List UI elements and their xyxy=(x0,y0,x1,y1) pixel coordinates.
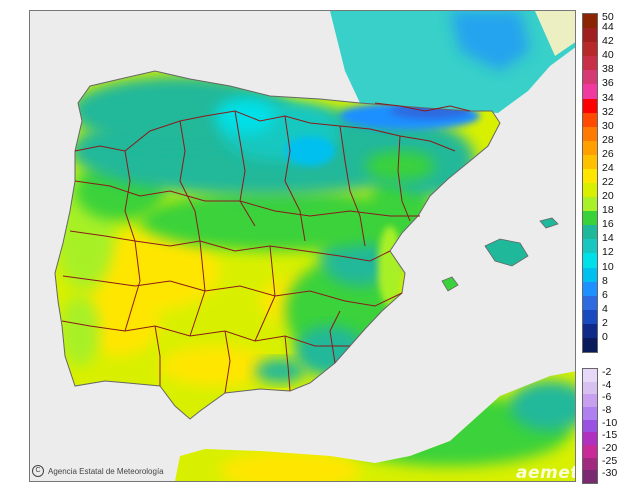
legend-tick-label: 40 xyxy=(602,49,614,62)
legend-swatch xyxy=(583,28,597,43)
legend-swatch xyxy=(583,168,597,184)
legend-swatch xyxy=(583,56,597,71)
legend-tick-label: 38 xyxy=(602,63,614,76)
france-land-blue xyxy=(450,11,530,71)
aemet-logo: aemet xyxy=(516,463,576,482)
color-legend: 50 44 42 40 38 36 34 32 30 28 26 24 22 20 18 16 14 12 10 8 6… xyxy=(582,10,628,486)
legend-swatch xyxy=(583,183,597,198)
legend-tick-label: -30 xyxy=(602,467,618,480)
legend-swatch xyxy=(583,140,597,156)
region-borders xyxy=(61,102,471,394)
legend-swatch xyxy=(583,281,597,297)
legend-swatch xyxy=(583,126,597,142)
legend-tick-label: -25 xyxy=(602,454,618,467)
legend-swatch xyxy=(583,154,597,170)
legend-tick-label: 14 xyxy=(602,232,614,245)
map-canvas xyxy=(54,11,575,481)
legend-tick-label: 8 xyxy=(602,274,608,287)
france-land xyxy=(330,11,575,113)
legend-tick-label: -20 xyxy=(602,442,618,454)
legend-tick-label: 34 xyxy=(602,91,614,104)
legend-tick-label: 22 xyxy=(602,176,614,188)
legend-tick-label: 2 xyxy=(602,316,608,329)
legend-swatch xyxy=(583,445,597,459)
legend-swatch xyxy=(583,239,597,254)
legend-tick-label: 32 xyxy=(602,105,614,118)
legend-tick-label: -15 xyxy=(602,429,618,442)
legend-swatch xyxy=(583,381,597,395)
legend-swatch xyxy=(583,337,597,353)
france-land-light xyxy=(535,11,575,56)
legend-tick-label: 30 xyxy=(602,119,614,132)
legend-tick-label: 36 xyxy=(602,77,614,90)
legend-swatch xyxy=(583,225,597,240)
mallorca-island xyxy=(484,238,529,267)
legend-tick-label: 50 xyxy=(602,11,614,23)
legend-swatch xyxy=(583,369,597,383)
legend-tick-label: 24 xyxy=(602,161,614,174)
menorca-island xyxy=(539,217,559,229)
legend-bar-positive xyxy=(582,13,598,353)
legend-tick-label: 44 xyxy=(602,21,614,34)
legend-tick-label: 10 xyxy=(602,260,614,273)
attribution-text: Agencia Estatal de Meteorología xyxy=(48,466,164,476)
legend-tick-label: -10 xyxy=(602,416,618,429)
legend-swatch xyxy=(583,253,597,268)
legend-tick-label: 16 xyxy=(602,218,614,231)
temperature-map: aemet xyxy=(29,10,576,482)
legend-swatch xyxy=(583,267,597,283)
legend-swatch xyxy=(583,211,597,226)
legend-swatch xyxy=(583,70,597,85)
legend-swatch xyxy=(583,309,597,325)
legend-swatch xyxy=(583,407,597,421)
legend-tick-label: -4 xyxy=(602,378,612,391)
legend-swatch xyxy=(583,197,597,212)
legend-swatch xyxy=(583,295,597,311)
legend-tick-label: -6 xyxy=(602,391,612,404)
legend-tick-label: 28 xyxy=(602,133,614,146)
legend-tick-label: 4 xyxy=(602,302,608,315)
legend-swatch xyxy=(583,419,597,433)
legend-swatch xyxy=(583,42,597,57)
legend-tick-label: 42 xyxy=(602,35,614,48)
copyright-icon: C xyxy=(32,465,44,477)
legend-swatch xyxy=(583,457,597,471)
legend-bar-negative xyxy=(582,368,598,484)
legend-tick-label: 20 xyxy=(602,190,614,203)
legend-swatch xyxy=(583,470,597,484)
legend-tick-label: 12 xyxy=(602,246,614,259)
attribution: C Agencia Estatal de Meteorología xyxy=(32,465,164,477)
legend-swatch xyxy=(583,14,597,29)
legend-swatch xyxy=(583,394,597,408)
ibiza-island xyxy=(441,276,459,292)
legend-swatch xyxy=(583,432,597,446)
legend-tick-label: -2 xyxy=(602,366,612,378)
legend-swatch xyxy=(583,112,597,128)
legend-tick-label: 18 xyxy=(602,204,614,217)
legend-tick-label: 26 xyxy=(602,147,614,160)
legend-tick-label: 0 xyxy=(602,330,608,343)
legend-tick-label: 6 xyxy=(602,288,608,301)
legend-swatch xyxy=(583,323,597,339)
legend-tick-label: -8 xyxy=(602,404,612,416)
legend-swatch xyxy=(583,84,597,99)
legend-swatch xyxy=(583,98,597,114)
